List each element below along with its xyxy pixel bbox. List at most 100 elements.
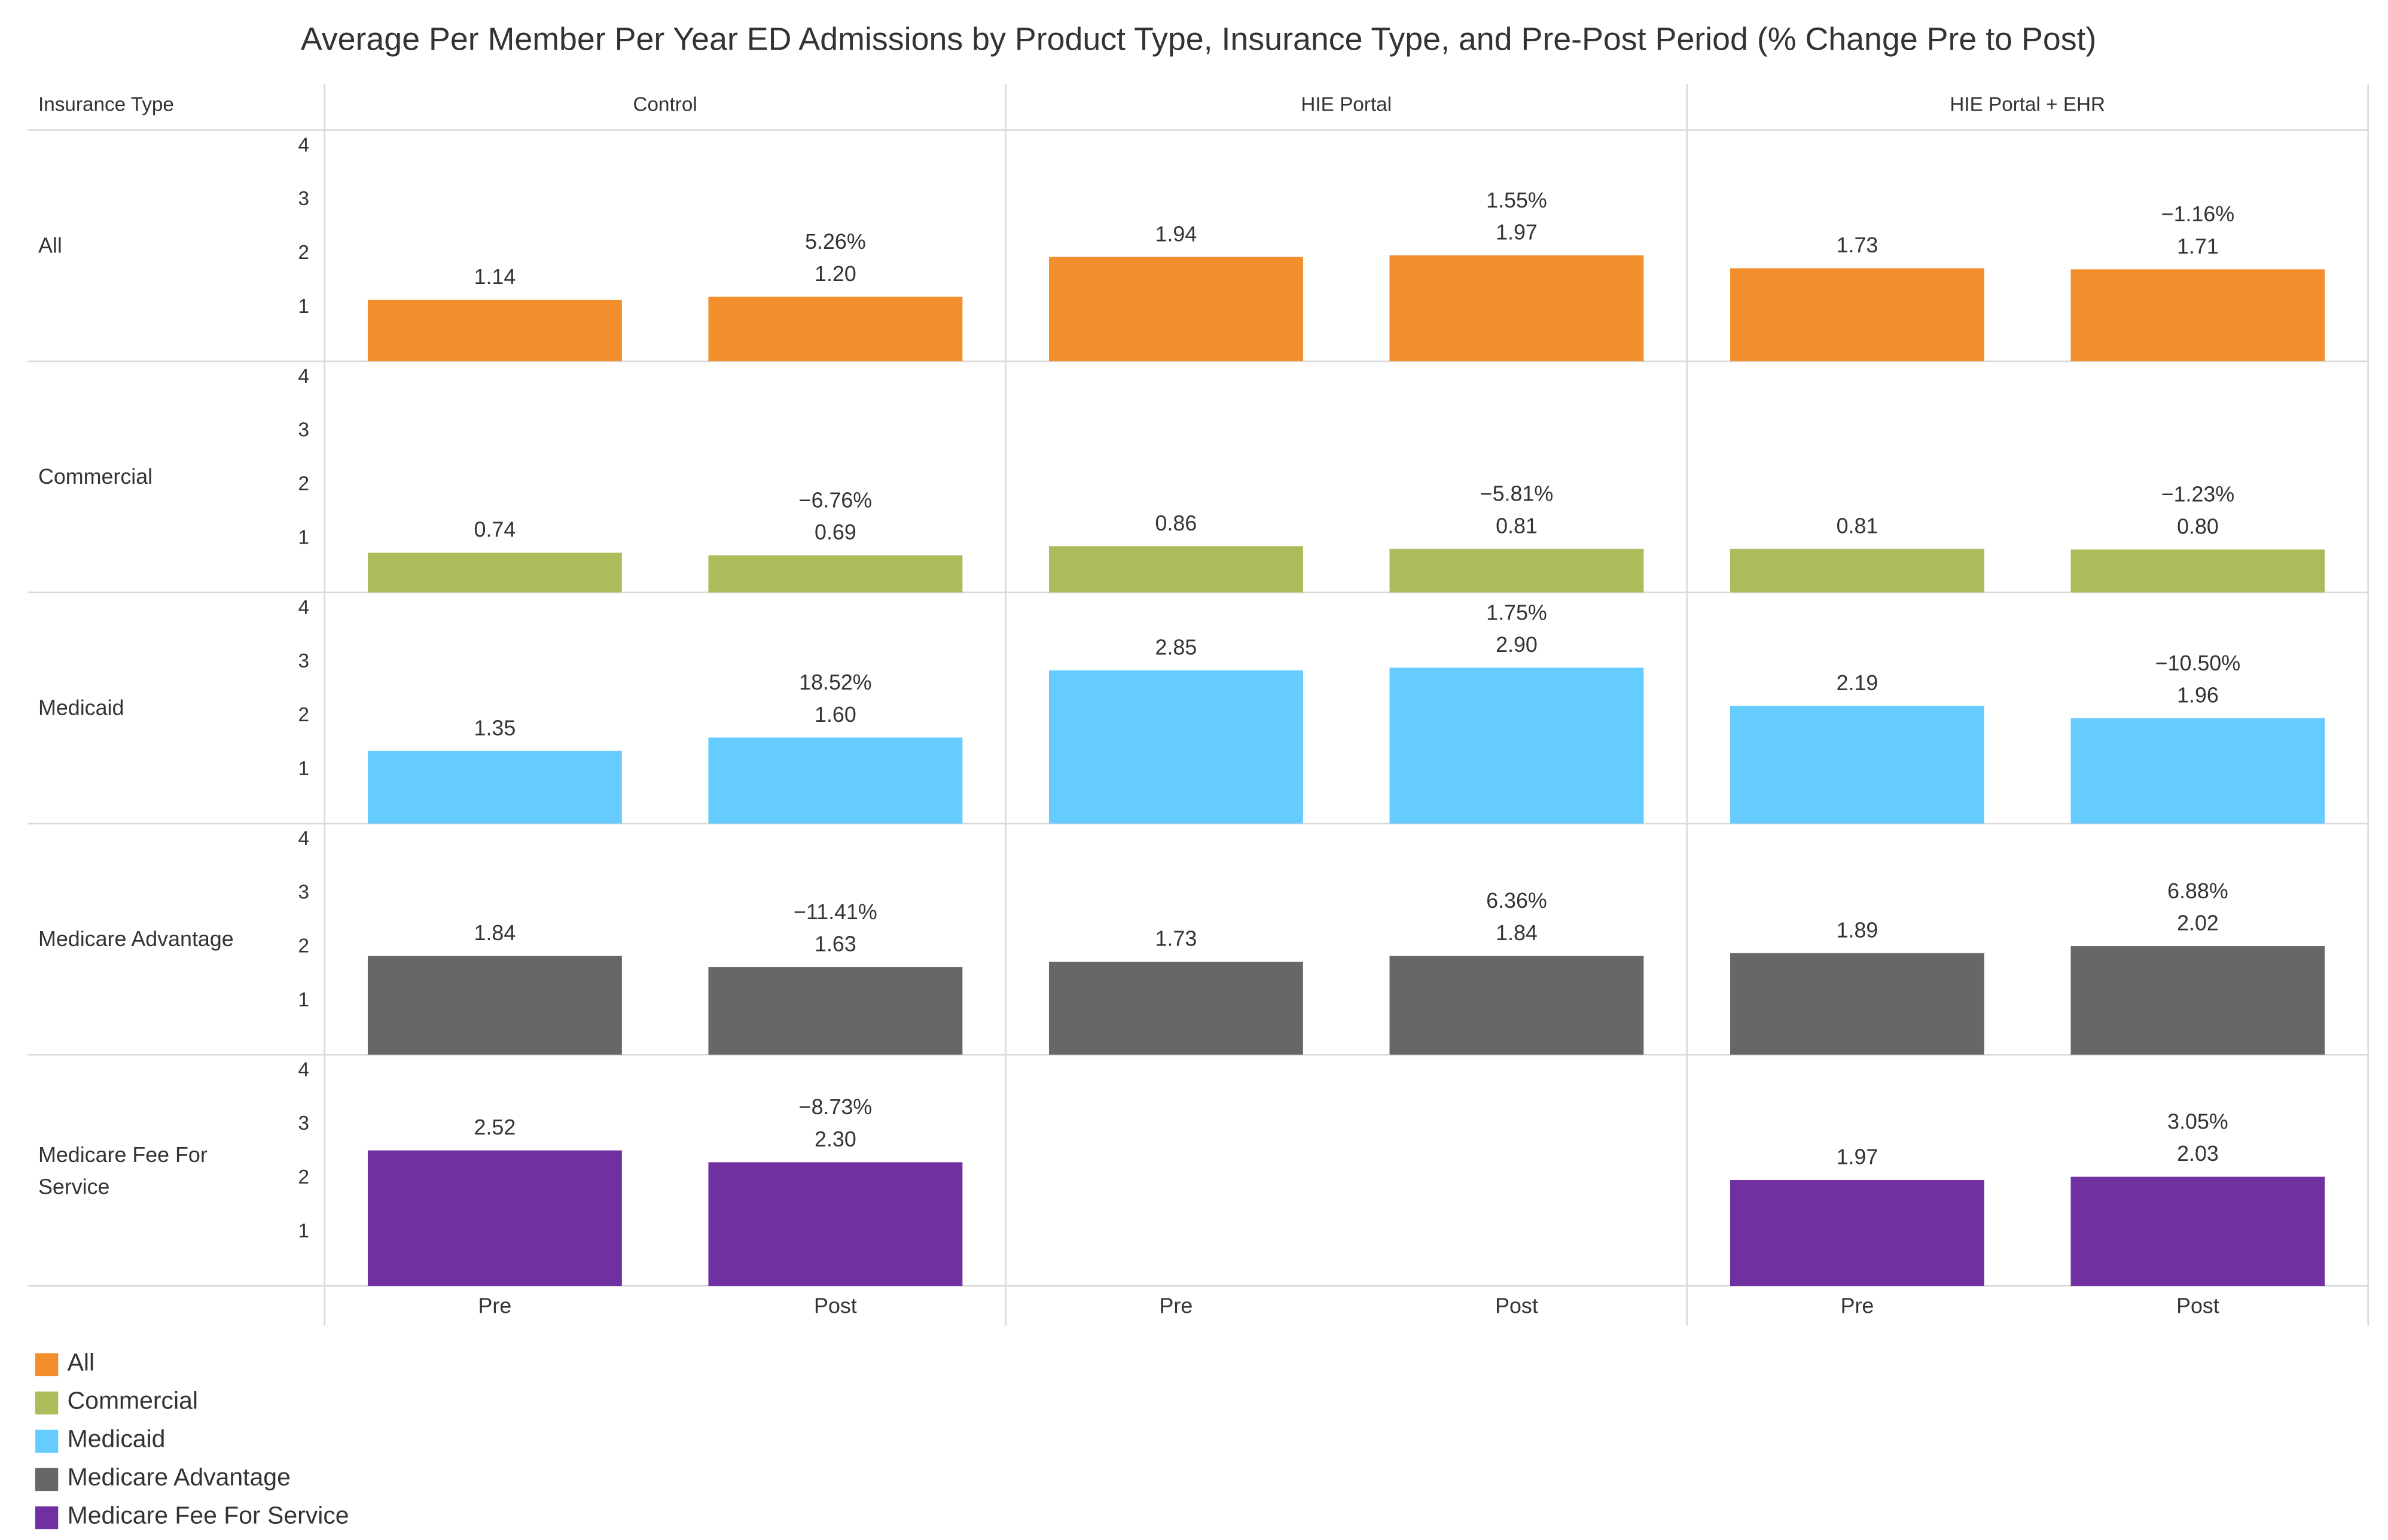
bar — [367, 751, 622, 824]
bar — [1730, 268, 1984, 362]
value-label: 0.81 — [1837, 514, 1878, 538]
y-tick-label: 2 — [298, 1166, 310, 1188]
value-label: 1.63 — [815, 932, 856, 956]
x-tick-label: Post — [1495, 1294, 1538, 1318]
value-label: 1.84 — [474, 921, 516, 945]
y-tick-label: 1 — [298, 1220, 310, 1242]
x-tick-label: Post — [2176, 1294, 2219, 1318]
value-label: 1.96 — [2177, 684, 2219, 708]
value-label: 1.71 — [2177, 234, 2219, 258]
y-tick-label: 1 — [298, 526, 310, 548]
change-label: −11.41% — [794, 900, 877, 924]
change-label: 5.26% — [805, 230, 866, 254]
value-label: 1.84 — [1496, 921, 1538, 945]
y-tick-label: 2 — [298, 242, 310, 264]
bar — [367, 553, 622, 593]
legend-swatch — [35, 1391, 59, 1415]
x-tick-label: Pre — [478, 1294, 512, 1318]
legend-swatch — [35, 1429, 59, 1453]
change-label: −10.50% — [2155, 651, 2240, 675]
value-label: 2.52 — [474, 1115, 516, 1139]
value-label: 1.60 — [815, 703, 856, 727]
row-label: Medicare Fee For Service — [38, 1141, 208, 1198]
y-tick-label: 1 — [298, 295, 310, 318]
value-label: 0.74 — [474, 518, 516, 542]
panel-header: HIE Portal — [1301, 93, 1392, 115]
change-label: 1.55% — [1486, 188, 1547, 212]
legend-swatch — [35, 1506, 59, 1530]
change-label: −1.23% — [2161, 483, 2235, 507]
change-label: 1.75% — [1486, 600, 1547, 624]
change-label: −8.73% — [799, 1095, 873, 1119]
panel-header: Control — [633, 93, 697, 115]
bar — [1730, 953, 1984, 1055]
change-label: −6.76% — [799, 488, 873, 512]
value-label: 1.20 — [815, 262, 856, 286]
bar — [1048, 546, 1303, 593]
y-tick-label: 3 — [298, 1112, 310, 1135]
bar — [2070, 269, 2325, 362]
value-label: 0.81 — [1496, 514, 1538, 538]
y-tick-label: 4 — [298, 828, 310, 850]
value-label: 1.97 — [1837, 1145, 1878, 1169]
value-label: 1.97 — [1496, 221, 1538, 245]
bar — [708, 967, 963, 1055]
y-tick-label: 3 — [298, 419, 310, 441]
y-tick-label: 4 — [298, 1059, 310, 1081]
y-tick-label: 4 — [298, 365, 310, 388]
bar — [2070, 1176, 2325, 1286]
y-tick-label: 3 — [298, 650, 310, 672]
legend-label: Medicaid — [68, 1425, 166, 1452]
y-tick-label: 1 — [298, 758, 310, 780]
bar — [1048, 257, 1303, 362]
value-label: 2.30 — [815, 1127, 856, 1151]
bar — [1389, 956, 1644, 1055]
value-label: 0.69 — [815, 520, 856, 544]
bar — [708, 555, 963, 593]
y-tick-label: 2 — [298, 704, 310, 726]
row-label-box: Medicaid — [38, 695, 124, 720]
bar — [1730, 706, 1984, 824]
row-label: Commercial — [38, 463, 153, 489]
bar — [708, 297, 963, 362]
bar — [1389, 255, 1644, 362]
y-tick-label: 1 — [298, 989, 310, 1011]
bar — [1730, 1180, 1984, 1286]
value-label: 2.02 — [2177, 911, 2219, 935]
bar — [708, 737, 963, 824]
change-label: 18.52% — [799, 670, 872, 694]
value-label: 1.35 — [474, 716, 516, 740]
panel-header: HIE Portal + EHR — [1950, 93, 2105, 115]
row-label: All — [38, 233, 62, 258]
change-label: 6.88% — [2167, 879, 2228, 903]
value-label: 1.73 — [1155, 927, 1197, 951]
value-label: 2.90 — [1496, 633, 1538, 657]
legend-swatch — [35, 1468, 59, 1492]
y-tick-label: 4 — [298, 134, 310, 156]
bar — [708, 1162, 963, 1286]
y-tick-label: 3 — [298, 188, 310, 210]
value-label: 1.73 — [1837, 233, 1878, 257]
change-label: 3.05% — [2167, 1110, 2228, 1134]
bar — [367, 300, 622, 362]
bar — [2070, 946, 2325, 1055]
bar — [1730, 548, 1984, 593]
row-header: Insurance Type — [38, 93, 174, 115]
legend-swatch — [35, 1353, 59, 1377]
value-label: 1.14 — [474, 265, 516, 289]
row-label-box: Commercial — [38, 463, 153, 489]
row-label-box: Medicare Advantage — [38, 926, 234, 951]
legend-label: All — [68, 1348, 95, 1376]
value-label: 0.80 — [2177, 514, 2219, 538]
row-label: Medicare Advantage — [38, 926, 234, 951]
change-label: 6.36% — [1486, 889, 1547, 913]
x-tick-label: Post — [814, 1294, 857, 1318]
row-label: Medicaid — [38, 695, 124, 720]
row-label-box: All — [38, 233, 62, 258]
bar — [1048, 962, 1303, 1055]
bar — [2070, 549, 2325, 593]
value-label: 1.89 — [1837, 918, 1878, 942]
y-tick-label: 2 — [298, 473, 310, 495]
